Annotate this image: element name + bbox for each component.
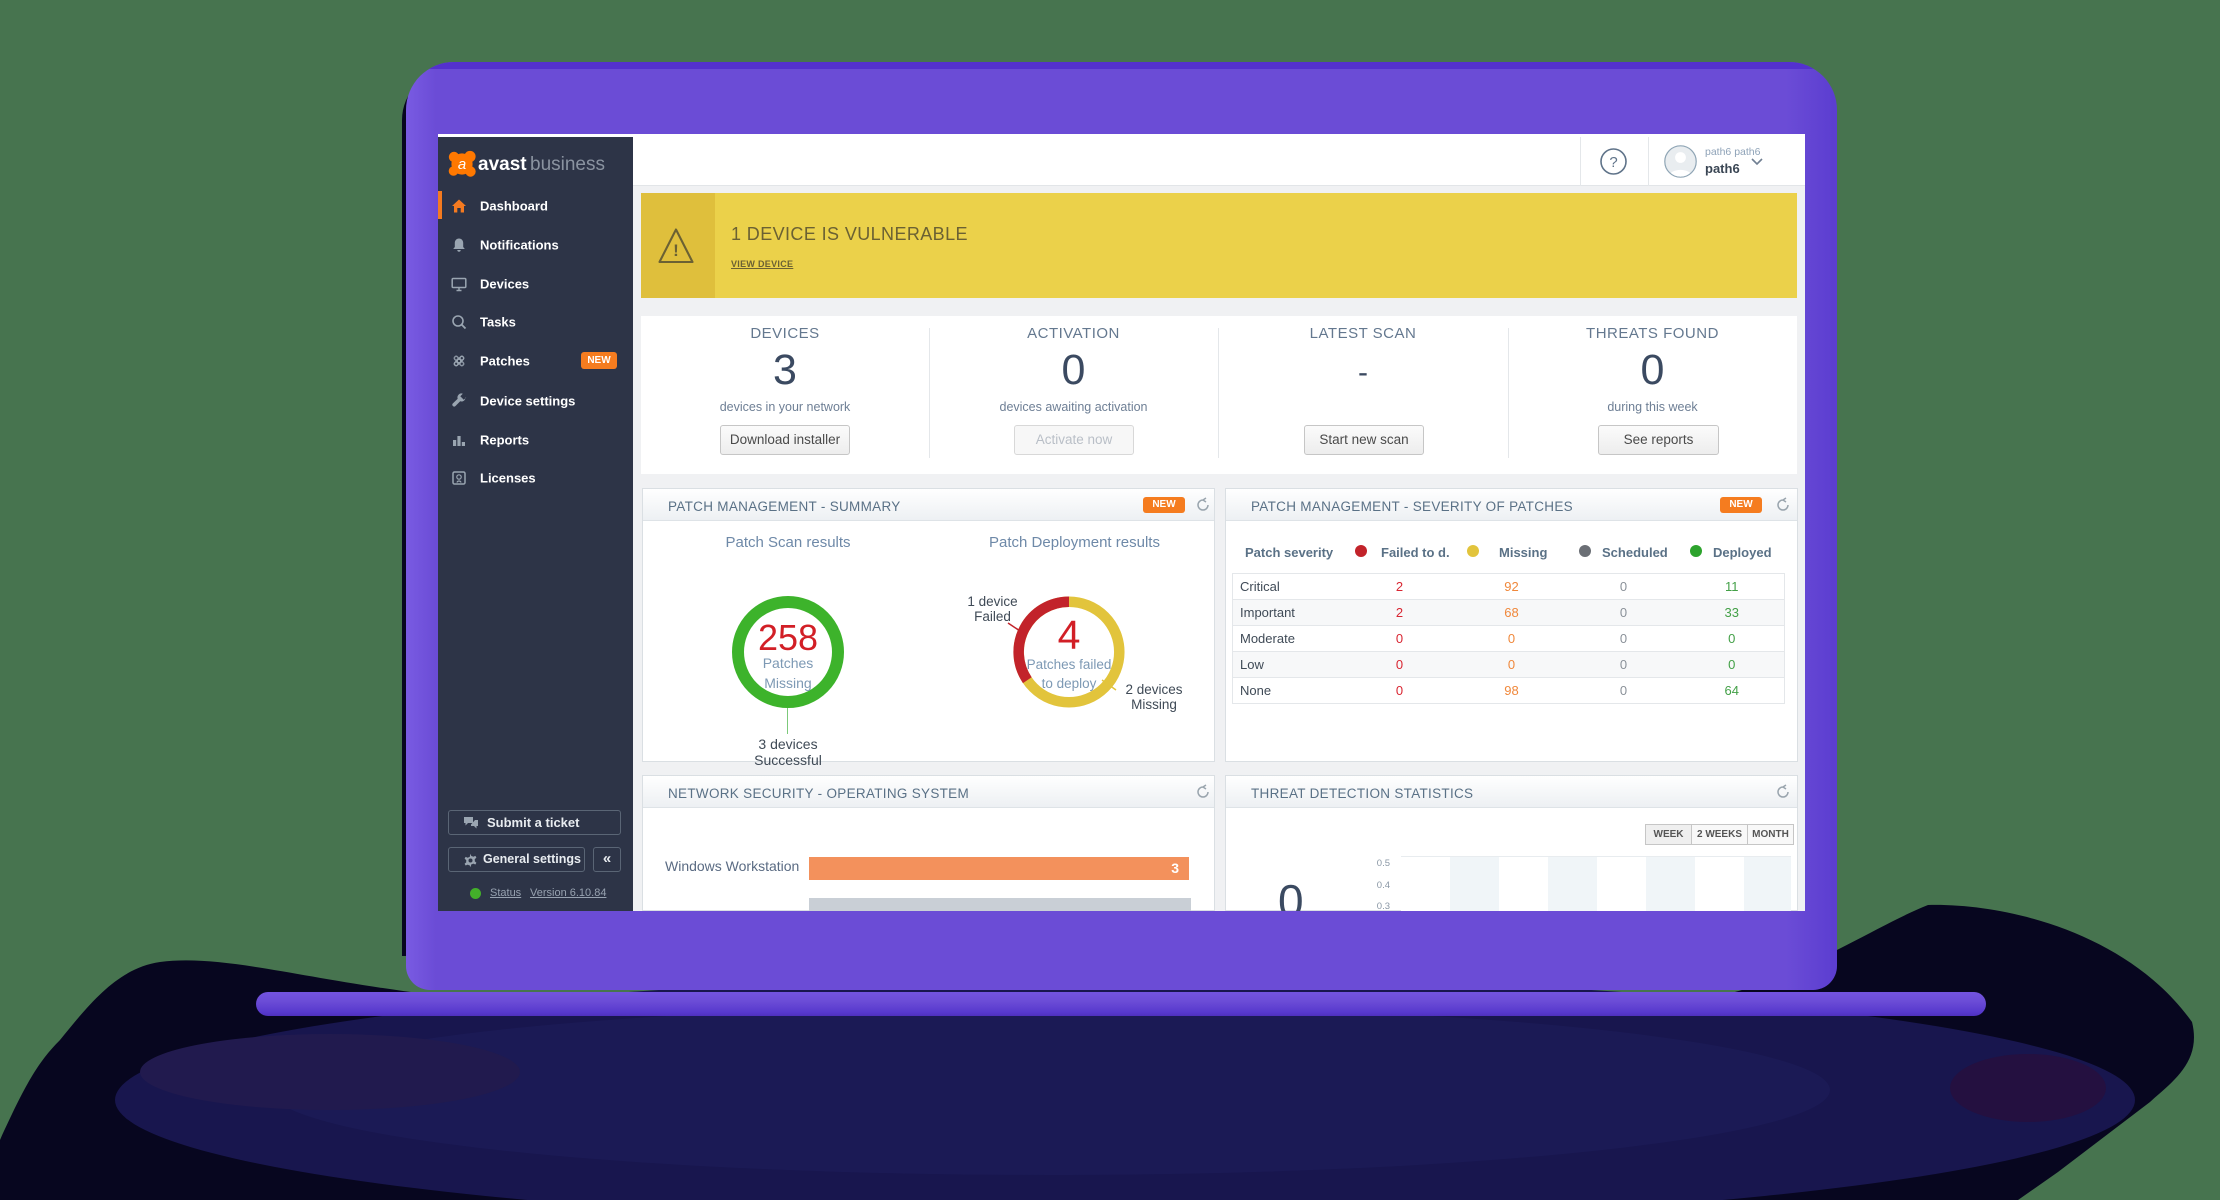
svg-text:?: ? <box>1609 154 1617 171</box>
svg-text:business: business <box>530 154 605 175</box>
svg-text:!: ! <box>673 241 679 260</box>
svg-text:a: a <box>458 156 466 173</box>
svg-text:avast: avast <box>478 154 527 175</box>
